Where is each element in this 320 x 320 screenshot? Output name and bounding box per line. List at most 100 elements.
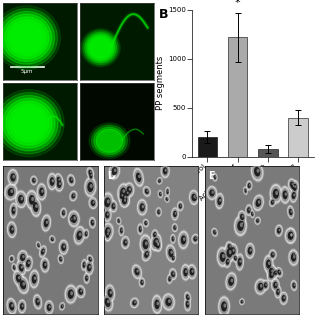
Ellipse shape bbox=[157, 210, 160, 214]
Ellipse shape bbox=[181, 235, 186, 244]
Ellipse shape bbox=[273, 282, 277, 289]
Ellipse shape bbox=[266, 264, 278, 280]
Ellipse shape bbox=[134, 301, 136, 303]
Ellipse shape bbox=[274, 285, 282, 299]
Ellipse shape bbox=[36, 182, 47, 202]
Ellipse shape bbox=[36, 241, 41, 250]
Ellipse shape bbox=[258, 283, 263, 291]
Ellipse shape bbox=[59, 301, 66, 311]
Ellipse shape bbox=[129, 188, 131, 191]
Ellipse shape bbox=[278, 229, 280, 231]
Ellipse shape bbox=[92, 125, 127, 156]
Ellipse shape bbox=[83, 229, 89, 239]
Ellipse shape bbox=[22, 282, 25, 286]
Ellipse shape bbox=[279, 185, 291, 205]
Ellipse shape bbox=[58, 239, 69, 256]
Ellipse shape bbox=[292, 183, 294, 185]
Ellipse shape bbox=[193, 195, 196, 198]
Ellipse shape bbox=[28, 261, 30, 264]
Ellipse shape bbox=[118, 189, 131, 207]
Ellipse shape bbox=[245, 204, 253, 217]
Ellipse shape bbox=[212, 228, 218, 237]
Ellipse shape bbox=[49, 235, 55, 243]
Ellipse shape bbox=[9, 202, 18, 220]
Ellipse shape bbox=[41, 259, 48, 271]
Ellipse shape bbox=[288, 178, 296, 191]
Ellipse shape bbox=[41, 213, 52, 233]
Ellipse shape bbox=[242, 300, 243, 302]
Ellipse shape bbox=[192, 235, 198, 243]
Ellipse shape bbox=[165, 187, 170, 196]
Ellipse shape bbox=[105, 229, 110, 240]
Ellipse shape bbox=[20, 280, 26, 289]
Text: 5μm: 5μm bbox=[20, 69, 33, 74]
Ellipse shape bbox=[156, 242, 160, 249]
Ellipse shape bbox=[172, 256, 175, 260]
Ellipse shape bbox=[146, 252, 148, 255]
Ellipse shape bbox=[187, 263, 197, 281]
Ellipse shape bbox=[224, 256, 231, 268]
Ellipse shape bbox=[291, 253, 296, 262]
Ellipse shape bbox=[119, 194, 130, 208]
Ellipse shape bbox=[287, 204, 295, 220]
Ellipse shape bbox=[0, 90, 64, 157]
Ellipse shape bbox=[90, 171, 92, 173]
Ellipse shape bbox=[162, 293, 175, 311]
Ellipse shape bbox=[110, 202, 116, 211]
Ellipse shape bbox=[65, 284, 77, 304]
Ellipse shape bbox=[183, 296, 191, 312]
Ellipse shape bbox=[120, 193, 124, 199]
Ellipse shape bbox=[138, 175, 141, 178]
Ellipse shape bbox=[290, 181, 294, 188]
Ellipse shape bbox=[184, 297, 191, 311]
Ellipse shape bbox=[111, 203, 116, 209]
Ellipse shape bbox=[84, 177, 97, 197]
Ellipse shape bbox=[276, 271, 277, 273]
Ellipse shape bbox=[293, 184, 297, 191]
Ellipse shape bbox=[227, 274, 236, 288]
Ellipse shape bbox=[43, 261, 47, 269]
Ellipse shape bbox=[87, 34, 115, 61]
Ellipse shape bbox=[172, 236, 174, 241]
Bar bbox=[228, 37, 247, 157]
Ellipse shape bbox=[15, 190, 27, 208]
Ellipse shape bbox=[276, 226, 282, 235]
Ellipse shape bbox=[63, 211, 65, 213]
Ellipse shape bbox=[84, 273, 90, 284]
Ellipse shape bbox=[156, 177, 163, 185]
Ellipse shape bbox=[255, 278, 266, 295]
Ellipse shape bbox=[170, 233, 176, 244]
Ellipse shape bbox=[177, 201, 184, 211]
Ellipse shape bbox=[127, 192, 129, 194]
Ellipse shape bbox=[154, 239, 161, 249]
Ellipse shape bbox=[11, 304, 14, 307]
Ellipse shape bbox=[45, 302, 53, 313]
Ellipse shape bbox=[64, 283, 78, 305]
Ellipse shape bbox=[10, 189, 13, 193]
Ellipse shape bbox=[165, 243, 177, 263]
Ellipse shape bbox=[134, 268, 140, 276]
Ellipse shape bbox=[223, 255, 232, 269]
Ellipse shape bbox=[44, 219, 49, 227]
Ellipse shape bbox=[291, 252, 295, 258]
Ellipse shape bbox=[171, 223, 178, 233]
Ellipse shape bbox=[105, 227, 111, 236]
Ellipse shape bbox=[240, 214, 244, 220]
Ellipse shape bbox=[132, 300, 137, 306]
Ellipse shape bbox=[173, 226, 176, 230]
Ellipse shape bbox=[9, 104, 49, 142]
Ellipse shape bbox=[171, 255, 175, 261]
Ellipse shape bbox=[289, 180, 298, 193]
Ellipse shape bbox=[236, 218, 246, 234]
Ellipse shape bbox=[216, 195, 223, 207]
Ellipse shape bbox=[140, 228, 142, 230]
Ellipse shape bbox=[113, 204, 115, 207]
Ellipse shape bbox=[34, 276, 36, 280]
Ellipse shape bbox=[70, 291, 73, 295]
Ellipse shape bbox=[213, 174, 217, 180]
Ellipse shape bbox=[262, 280, 269, 291]
Ellipse shape bbox=[168, 268, 178, 281]
Ellipse shape bbox=[120, 196, 128, 206]
Ellipse shape bbox=[227, 243, 233, 251]
Ellipse shape bbox=[17, 250, 28, 265]
